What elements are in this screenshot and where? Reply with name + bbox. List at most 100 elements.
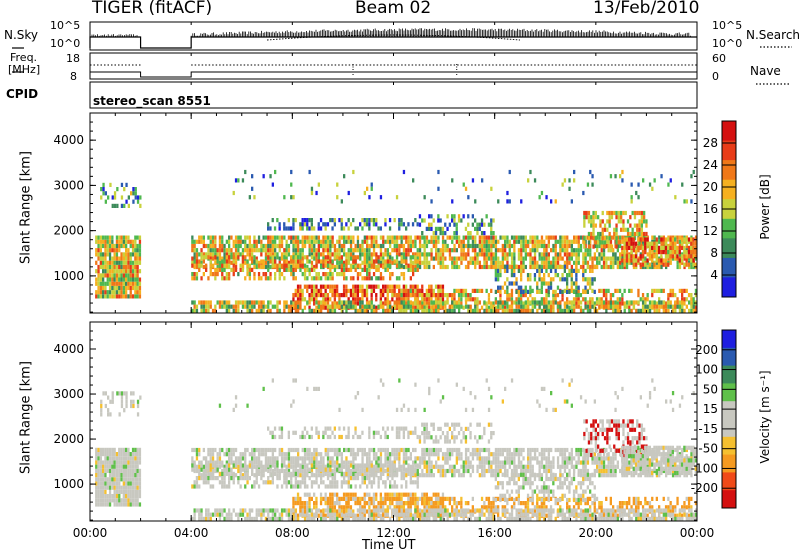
heatmap-cell	[108, 273, 112, 278]
heatmap-cell	[591, 304, 594, 309]
heatmap-cell	[485, 264, 488, 270]
heatmap-cell	[299, 222, 302, 227]
heatmap-cell	[405, 235, 408, 240]
heatmap-cell	[421, 456, 424, 461]
heatmap-cell	[685, 288, 688, 293]
heatmap-cell	[113, 473, 116, 478]
heatmap-cell	[531, 248, 534, 253]
heatmap-cell	[129, 269, 132, 274]
heatmap-cell	[109, 182, 112, 187]
heatmap-cell	[600, 297, 603, 302]
heatmap-cell	[435, 300, 438, 305]
heatmap-cell	[389, 300, 392, 305]
heatmap-cell	[122, 489, 125, 494]
heatmap-cell	[303, 263, 307, 268]
heatmap-cell	[418, 304, 422, 309]
heatmap-cell	[690, 301, 693, 306]
heatmap-cell	[504, 464, 507, 469]
heatmap-cell	[524, 235, 527, 240]
heatmap-cell	[132, 403, 135, 409]
heatmap-cell	[306, 276, 309, 281]
heatmap-cell	[642, 264, 645, 270]
heatmap-cell	[202, 300, 205, 305]
heatmap-cell	[592, 244, 595, 249]
heatmap-cell	[515, 239, 518, 244]
heatmap-cell	[260, 252, 263, 257]
heatmap-cell	[483, 239, 486, 244]
heatmap-cell	[651, 258, 654, 263]
heatmap-cell	[246, 263, 249, 268]
heatmap-cell	[458, 473, 461, 478]
heatmap-cell	[411, 284, 415, 289]
heatmap-cell	[469, 260, 472, 265]
heatmap-cell	[669, 245, 672, 250]
heatmap-cell	[198, 452, 201, 457]
heatmap-cell	[667, 254, 670, 259]
heatmap-cell	[230, 447, 233, 453]
heatmap-cell	[214, 272, 217, 277]
heatmap-cell	[615, 231, 618, 237]
heatmap-cell	[421, 288, 424, 293]
heatmap-cell	[517, 300, 521, 305]
heatmap-cell	[342, 284, 346, 289]
heatmap-cell	[269, 464, 272, 469]
heatmap-cell	[260, 276, 263, 281]
heatmap-cell	[97, 460, 100, 465]
heatmap-cell	[492, 235, 495, 240]
heatmap-cell	[619, 239, 622, 244]
heatmap-cell	[109, 399, 112, 404]
heatmap-cell	[474, 308, 477, 313]
heatmap-cell	[95, 235, 98, 240]
heatmap-cell	[285, 243, 288, 249]
heatmap-cell	[338, 304, 341, 309]
heatmap-cell	[524, 308, 527, 313]
heatmap-cell	[531, 239, 534, 244]
heatmap-cell	[457, 288, 461, 293]
heatmap-cell	[441, 239, 445, 244]
heatmap-cell	[492, 264, 495, 270]
heatmap-cell	[386, 252, 389, 257]
heatmap-cell	[418, 460, 422, 465]
heatmap-cell	[485, 447, 488, 453]
heatmap-cell	[264, 264, 268, 270]
heatmap-cell	[494, 473, 498, 478]
heatmap-cell	[320, 460, 323, 465]
heatmap-cell	[455, 226, 458, 231]
heatmap-cell	[497, 277, 500, 282]
heatmap-cell	[317, 259, 320, 264]
heatmap-cell	[607, 264, 610, 270]
heatmap-cell	[533, 264, 537, 269]
heatmap-cell	[573, 260, 576, 265]
heatmap-cell	[547, 273, 550, 278]
heatmap-cell	[310, 264, 314, 270]
heatmap-cell	[625, 260, 629, 265]
heatmap-cell	[529, 235, 532, 240]
heatmap-cell	[601, 236, 604, 241]
heatmap-cell	[444, 222, 447, 227]
heatmap-cell	[356, 239, 360, 244]
heatmap-cell	[118, 277, 121, 282]
heatmap-cell	[343, 174, 346, 179]
heatmap-cell	[127, 477, 130, 482]
heatmap-cell	[651, 254, 654, 259]
heatmap-cell	[230, 235, 233, 240]
heatmap-cell	[676, 245, 679, 250]
heatmap-cell	[97, 498, 100, 503]
heatmap-cell	[418, 235, 422, 240]
heatmap-cell	[430, 239, 433, 244]
heatmap-cell	[338, 264, 341, 270]
heatmap-cell	[506, 285, 509, 290]
heatmap-cell	[267, 264, 270, 270]
heatmap-cell	[642, 239, 645, 244]
heatmap-cell	[285, 300, 288, 305]
heatmap-cell	[343, 260, 346, 265]
heatmap-cell	[136, 277, 139, 282]
heatmap-cell	[329, 308, 332, 313]
heatmap-cell	[416, 248, 419, 253]
heatmap-cell	[630, 250, 633, 255]
heatmap-cell	[108, 477, 112, 482]
heatmap-cell	[322, 284, 325, 289]
heatmap-cell	[584, 277, 587, 282]
heatmap-cell	[579, 308, 583, 313]
heatmap-cell	[515, 301, 518, 306]
